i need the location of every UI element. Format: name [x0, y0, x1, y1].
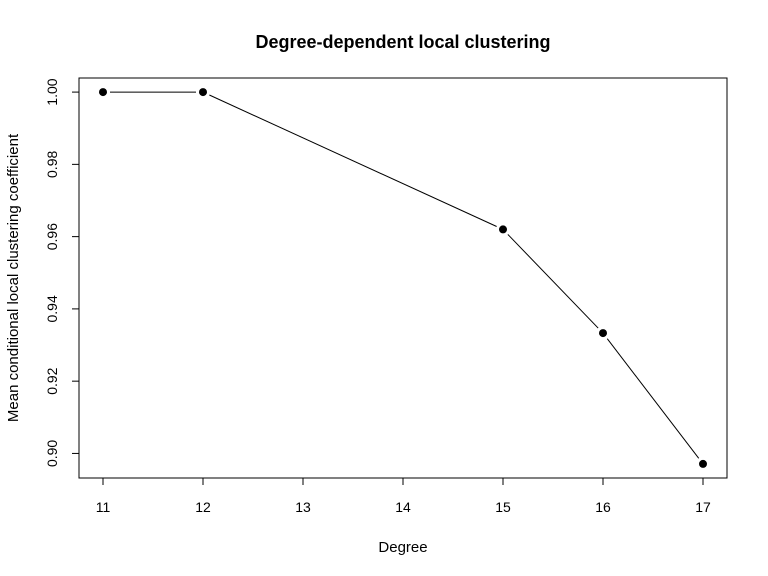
x-tick-label: 15	[495, 499, 511, 515]
x-axis-label: Degree	[378, 539, 427, 556]
series-line-group	[99, 88, 707, 468]
x-tick-label: 17	[695, 499, 711, 515]
series-line-segment	[606, 338, 700, 459]
x-axis: 11 12 13 14 15 16 17	[96, 477, 711, 515]
x-tick-label: 11	[96, 499, 111, 515]
data-point	[99, 88, 107, 97]
series-line-segment	[507, 234, 599, 329]
y-tick-label: 0.98	[44, 151, 60, 178]
series-line-segment	[209, 94, 497, 227]
plot-frame	[78, 77, 728, 479]
y-axis-label: Mean conditional local clustering coeffi…	[5, 133, 22, 422]
data-point	[699, 459, 707, 468]
data-point	[599, 329, 607, 338]
x-tick-label: 16	[595, 499, 611, 515]
y-tick-label: 1.00	[44, 78, 60, 105]
y-tick-label: 0.90	[44, 440, 60, 467]
x-tick-label: 13	[295, 499, 311, 515]
x-tick-label: 12	[195, 499, 211, 515]
y-axis: 0.90 0.92 0.94 0.96 0.98 1.00	[44, 78, 80, 467]
chart-title: Degree-dependent local clustering	[255, 32, 550, 52]
x-tick-label: 14	[395, 499, 411, 515]
y-tick-label: 0.96	[44, 223, 60, 250]
y-tick-label: 0.92	[44, 367, 60, 394]
data-point	[499, 225, 507, 234]
y-tick-label: 0.94	[44, 295, 60, 322]
data-point	[199, 88, 207, 97]
